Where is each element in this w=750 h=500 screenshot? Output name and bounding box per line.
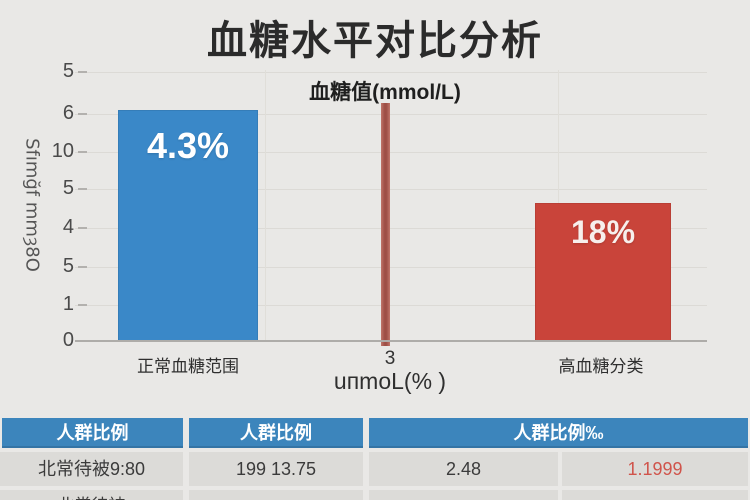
- x-category-sublabel-mid: uпmoL(% ): [333, 368, 447, 394]
- table-cell: 2.48: [369, 452, 558, 486]
- y-tick-mark: [78, 151, 87, 153]
- y-tick-label: 5: [62, 255, 74, 277]
- y-tick-label: 5: [62, 177, 74, 199]
- h-gridline: [75, 267, 707, 268]
- table-cell-highlighted: 1.1999: [562, 452, 748, 486]
- h-gridline: [75, 72, 707, 73]
- y-axis-rotated-label: Sfımğf mmȝ8O: [21, 138, 43, 272]
- h-gridline: [75, 114, 707, 115]
- accent-thin-bar: [381, 103, 390, 346]
- y-tick-mark: [78, 304, 87, 306]
- x-axis-baseline: [75, 340, 707, 342]
- table-header-cell: 人群比例: [2, 418, 183, 448]
- table-partial-row-cell: 北常待被: [0, 490, 183, 500]
- bar-normal-range: 4.3%: [118, 110, 258, 341]
- x-category-label-mid: 3: [384, 348, 396, 369]
- table-partial-row-cell: [369, 490, 558, 500]
- table-partial-row-cell: [189, 490, 363, 500]
- y-tick-mark: [78, 188, 87, 190]
- h-gridline: [75, 305, 707, 306]
- y-tick-label: 0: [62, 329, 74, 351]
- table-header-cell: 人群比例: [189, 418, 363, 448]
- bar-value-label: 4.3%: [146, 125, 230, 166]
- table-partial-text: 北常待被: [0, 490, 183, 500]
- table-partial-row-cell: [562, 490, 748, 500]
- y-tick-mark: [78, 71, 87, 73]
- h-gridline: [75, 189, 707, 190]
- bar-value-label: 18%: [570, 214, 636, 250]
- value-axis-title: 血糖值(mmol/L): [309, 81, 461, 104]
- y-tick-label: 6: [62, 102, 74, 124]
- h-gridline: [75, 228, 707, 229]
- v-gridline: [265, 70, 266, 341]
- x-category-label-normal: 正常血糖范围: [137, 357, 239, 376]
- y-tick-mark: [78, 227, 87, 229]
- chart-title: 血糖水平对比分析: [207, 19, 543, 63]
- table-cell: 199 13.75: [189, 452, 363, 486]
- table-cell: 北常待被9:80: [0, 452, 183, 486]
- y-tick-label: 10: [51, 140, 74, 162]
- table-header-cell: 人群比例‰: [369, 418, 748, 448]
- y-tick-mark: [78, 113, 87, 115]
- x-category-label-high: 高血糖分类: [558, 357, 644, 376]
- h-gridline: [75, 152, 707, 153]
- y-tick-label: 5: [62, 60, 74, 82]
- y-tick-mark: [78, 266, 87, 268]
- bar-high-glucose: 18%: [535, 203, 671, 342]
- y-tick-label: 1: [62, 293, 74, 315]
- y-tick-label: 4: [62, 216, 74, 238]
